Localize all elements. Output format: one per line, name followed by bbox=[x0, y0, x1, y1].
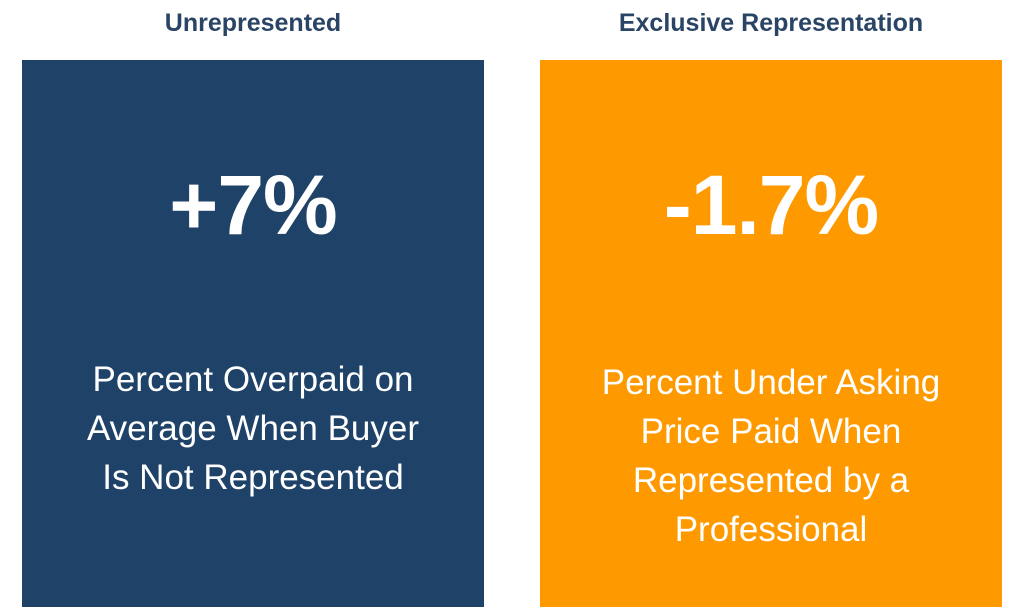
description-line: Price Paid When bbox=[640, 412, 902, 451]
card-title: Exclusive Representation bbox=[618, 9, 924, 37]
card-description: Percent Overpaid on Average When Buyer I… bbox=[22, 355, 484, 502]
card-value: -1.7% bbox=[663, 158, 879, 252]
card: -1.7% Percent Under Asking Price Paid Wh… bbox=[540, 60, 1002, 607]
description-line: Professional bbox=[674, 510, 868, 549]
description-line: Is Not Represented bbox=[102, 458, 404, 497]
description-line: Percent Under Asking bbox=[601, 363, 941, 402]
card: +7% Percent Overpaid on Average When Buy… bbox=[22, 60, 484, 607]
description-line: Average When Buyer bbox=[86, 409, 420, 448]
card-description: Percent Under Asking Price Paid When Rep… bbox=[540, 358, 1002, 554]
description-line: Percent Overpaid on bbox=[92, 360, 414, 399]
card-column: Unrepresented +7% Percent Overpaid on Av… bbox=[22, 0, 484, 614]
description-line: Represented by a bbox=[632, 461, 910, 500]
card-column: Exclusive Representation -1.7% Percent U… bbox=[540, 0, 1002, 614]
card-value: +7% bbox=[169, 158, 337, 252]
card-title: Unrepresented bbox=[164, 9, 342, 37]
